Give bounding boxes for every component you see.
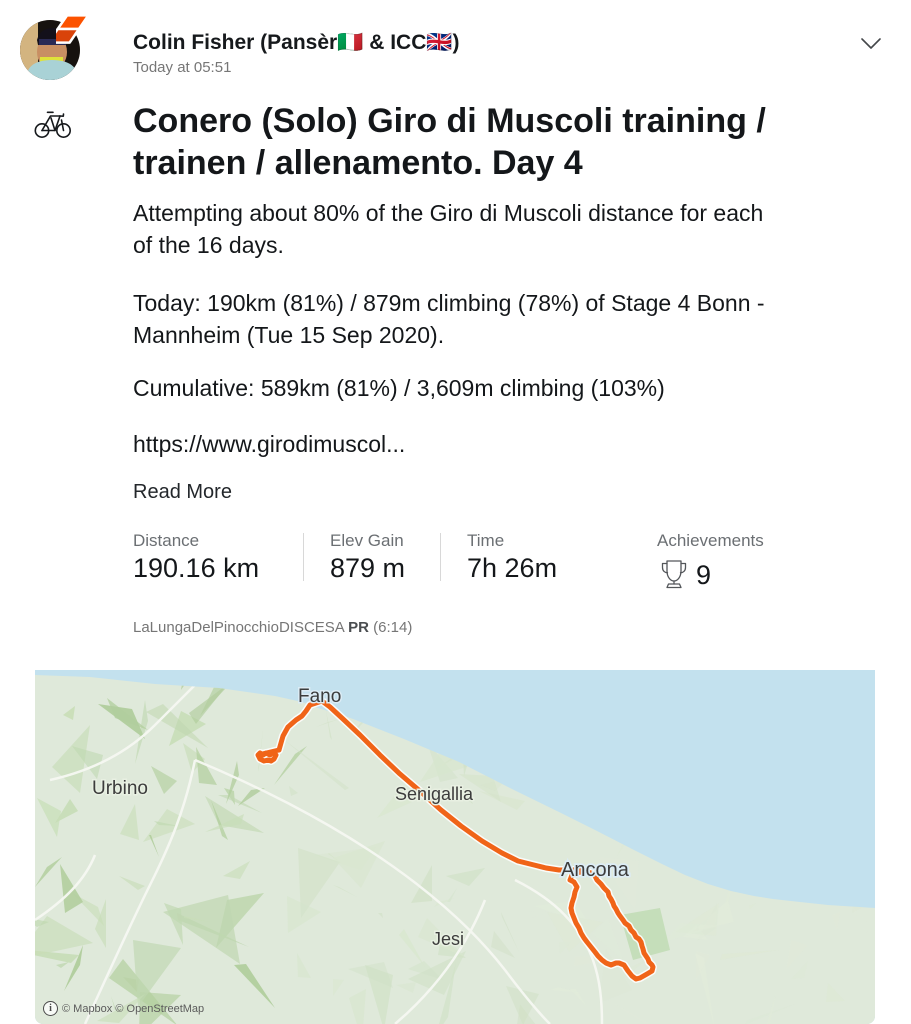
svg-text:Senigallia: Senigallia [395, 784, 474, 804]
svg-text:Jesi: Jesi [432, 929, 464, 949]
svg-text:Ancona: Ancona [561, 859, 630, 881]
svg-text:Urbino: Urbino [92, 778, 148, 799]
svg-text:Fano: Fano [298, 686, 341, 707]
